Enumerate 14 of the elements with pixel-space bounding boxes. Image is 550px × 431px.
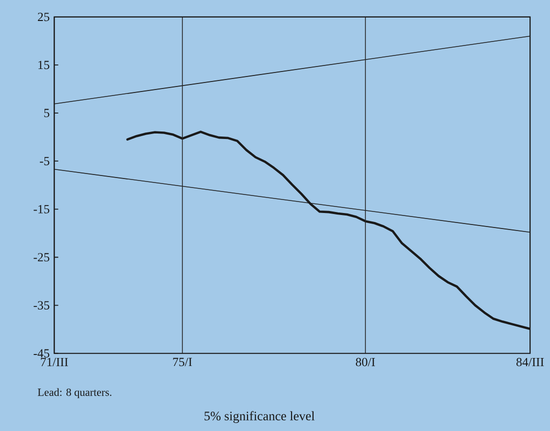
y-tick-label: -35	[34, 301, 50, 310]
y-tick-label: -25	[34, 253, 50, 262]
x-tick-label: 80/I	[356, 358, 375, 366]
y-tick-label: -5	[40, 156, 50, 166]
x-tick-label: 75/I	[173, 358, 192, 366]
text: 5% significance level	[204, 411, 315, 424]
text: Lead: 8 quarters.	[38, 388, 112, 398]
y-tick-label: 5	[44, 108, 50, 118]
y-tick-label: -15	[34, 205, 50, 214]
y-tick-label: 25	[38, 12, 50, 22]
x-tick-label: 84/III	[516, 358, 544, 366]
y-tick-label: -45	[34, 349, 50, 358]
x-tick-label: 71/III	[40, 358, 68, 366]
y-tick-label: 15	[38, 60, 50, 70]
